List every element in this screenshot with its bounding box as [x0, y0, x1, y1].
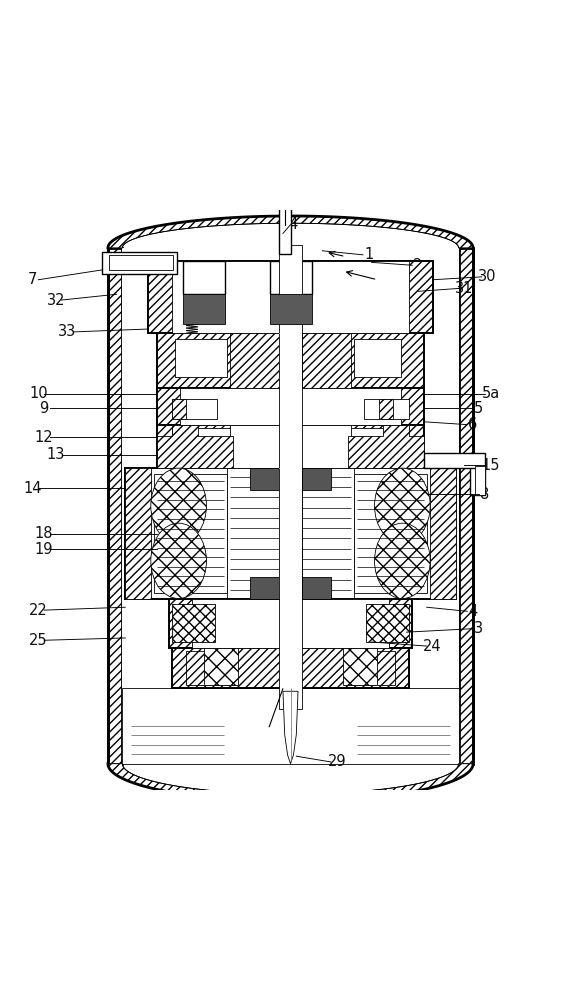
Bar [109, 255, 173, 270]
Ellipse shape [151, 523, 206, 599]
Bar [366, 604, 410, 642]
Bar [279, 204, 290, 254]
Text: 15: 15 [481, 458, 500, 473]
Bar [123, 248, 458, 764]
Ellipse shape [151, 468, 206, 543]
Bar [125, 468, 152, 599]
Text: 19: 19 [35, 542, 53, 557]
Text: 18: 18 [35, 526, 53, 541]
Bar [364, 399, 410, 419]
Bar [171, 399, 186, 419]
Bar [458, 248, 473, 764]
Ellipse shape [375, 468, 430, 543]
Bar [149, 261, 432, 333]
Bar [102, 252, 177, 274]
Text: 22: 22 [29, 603, 48, 618]
Bar [349, 428, 410, 465]
Bar [470, 461, 485, 495]
Bar [180, 388, 401, 425]
Text: 3: 3 [474, 621, 483, 636]
Bar [302, 468, 331, 490]
Text: 5a: 5a [481, 386, 500, 401]
Text: 31: 31 [455, 281, 474, 296]
Text: 5: 5 [474, 401, 483, 416]
Bar [279, 468, 302, 599]
Bar [270, 294, 312, 324]
Text: 30: 30 [478, 269, 497, 284]
Bar [203, 648, 238, 685]
Bar [475, 466, 485, 495]
Bar [125, 468, 456, 599]
Bar [346, 651, 395, 685]
Bar [171, 399, 217, 419]
Bar [186, 651, 235, 685]
Bar [354, 339, 401, 377]
Bar [250, 468, 279, 490]
Bar [302, 577, 331, 599]
Bar [429, 468, 456, 599]
Bar [171, 604, 215, 642]
Text: 10: 10 [29, 386, 48, 401]
Bar [174, 339, 227, 377]
Bar [108, 248, 123, 764]
Bar [424, 453, 485, 468]
Bar [279, 333, 302, 388]
Polygon shape [283, 691, 298, 764]
Bar [250, 577, 279, 599]
Bar [229, 333, 352, 388]
Text: 7: 7 [28, 272, 37, 287]
Bar [183, 261, 225, 294]
Bar [183, 294, 225, 324]
Text: 6: 6 [468, 417, 478, 432]
Text: 25: 25 [29, 633, 48, 648]
Text: 8: 8 [480, 487, 489, 502]
Bar [123, 688, 458, 764]
Polygon shape [157, 425, 232, 468]
Text: 24: 24 [423, 639, 442, 654]
Bar [155, 474, 227, 593]
Bar [192, 599, 389, 648]
Bar [171, 648, 410, 688]
Polygon shape [108, 216, 473, 248]
Bar [379, 399, 393, 419]
Bar [169, 599, 412, 648]
Text: 29: 29 [328, 754, 346, 769]
Bar [270, 261, 312, 294]
Bar [157, 425, 424, 468]
Text: 2: 2 [413, 258, 423, 273]
Text: 12: 12 [35, 430, 53, 445]
Bar [229, 425, 352, 468]
Bar [354, 474, 426, 593]
Text: 4: 4 [468, 604, 478, 619]
Bar [171, 428, 232, 465]
Bar [171, 261, 410, 333]
Ellipse shape [375, 523, 430, 599]
Bar [279, 245, 302, 709]
Text: 33: 33 [58, 324, 77, 339]
Text: 34: 34 [281, 217, 300, 232]
Bar [157, 388, 424, 425]
Text: 32: 32 [46, 293, 65, 308]
Bar [157, 333, 424, 388]
Text: 9: 9 [40, 401, 49, 416]
Bar [343, 648, 378, 685]
Polygon shape [108, 764, 473, 801]
Text: 1: 1 [364, 247, 374, 262]
Text: 14: 14 [23, 481, 42, 496]
Text: 13: 13 [46, 447, 65, 462]
Bar [227, 468, 354, 599]
Polygon shape [349, 425, 424, 468]
